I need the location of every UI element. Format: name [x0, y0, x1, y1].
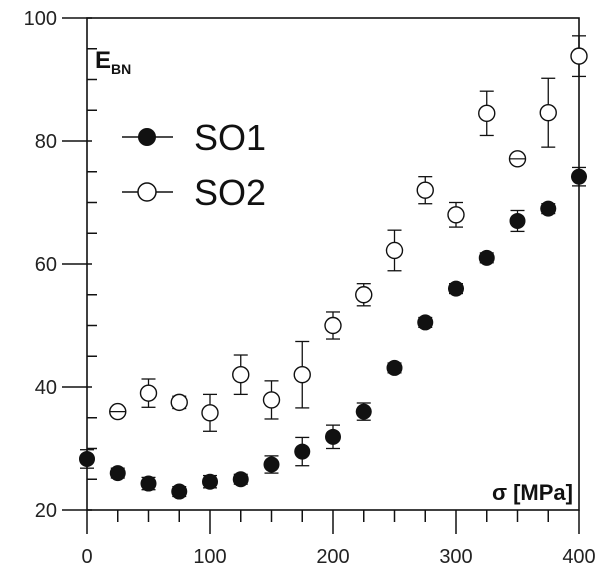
x-tick-label: 0	[81, 546, 92, 566]
data-point-so2	[262, 391, 281, 409]
data-point-so2	[355, 286, 373, 304]
x-axis-title: σ [MPa]	[492, 480, 573, 505]
y-tick-label: 60	[35, 254, 57, 276]
data-point-so2	[539, 104, 557, 122]
data-point-so2	[416, 181, 434, 199]
data-point-so1	[325, 428, 341, 445]
legend-label-so1: SO1	[194, 117, 266, 158]
data-point-so2	[385, 241, 404, 260]
data-point-so1	[478, 249, 495, 266]
legend-label-so2: SO2	[194, 172, 266, 213]
data-point-so1	[171, 483, 188, 500]
data-point-so1	[294, 443, 311, 460]
data-point-so2	[447, 206, 465, 224]
series-so1	[79, 166, 587, 500]
series-so2	[109, 35, 588, 432]
data-point-so2	[324, 316, 342, 335]
data-point-so2	[293, 366, 311, 384]
y-axis-title: EBN	[95, 47, 131, 77]
legend: SO1 SO2	[122, 117, 266, 213]
data-point-so1	[448, 280, 464, 297]
data-point-so1	[417, 314, 434, 331]
x-tick-label: 100	[193, 546, 226, 566]
data-series	[79, 35, 588, 500]
data-point-so1	[571, 168, 587, 185]
x-tick-label: 200	[316, 546, 349, 566]
data-point-so1	[232, 471, 249, 488]
data-point-so1	[140, 475, 157, 492]
y-tick-label: 40	[35, 377, 57, 399]
data-point-so1	[263, 456, 280, 473]
y-tick-label: 80	[35, 131, 57, 153]
data-point-so1	[509, 212, 526, 229]
data-point-so1	[355, 403, 372, 420]
data-point-so2	[478, 104, 496, 123]
data-point-so2	[139, 384, 158, 402]
data-point-so1	[79, 450, 95, 467]
x-tick-label: 400	[562, 546, 595, 566]
data-point-so2	[570, 47, 588, 65]
data-point-so2	[201, 404, 219, 422]
data-point-so1	[109, 465, 126, 482]
x-tick-label: 300	[439, 546, 472, 566]
data-point-so1	[386, 359, 403, 376]
data-point-so2	[232, 366, 250, 384]
legend-marker-so2	[137, 182, 157, 202]
data-point-so1	[202, 473, 218, 490]
y-tick-label: 100	[24, 8, 57, 30]
y-tick-label: 20	[35, 500, 57, 522]
axis-ticks: 0 100 200 300 400 20 40 60 80 100	[24, 8, 596, 566]
data-point-so2	[170, 393, 188, 412]
data-point-so1	[540, 200, 557, 217]
legend-marker-so1	[138, 128, 156, 146]
